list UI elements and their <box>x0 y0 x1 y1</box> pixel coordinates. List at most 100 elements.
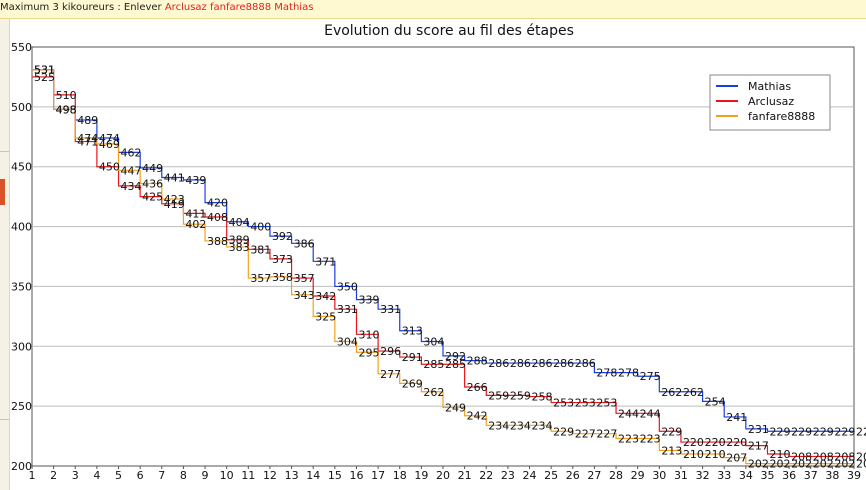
legend-label: Mathias <box>748 80 791 93</box>
data-label: 286 <box>575 357 596 370</box>
data-label: 285 <box>423 358 444 371</box>
data-label: 275 <box>640 370 661 383</box>
data-label: 234 <box>532 419 553 432</box>
y-tick-label: 300 <box>11 340 32 353</box>
x-tick-label: 20 <box>436 469 450 482</box>
data-label: 386 <box>294 237 315 250</box>
data-label: 474 <box>99 132 120 145</box>
y-axis-ticks: 200 250 300 350 400 450 500 550 <box>11 41 32 473</box>
data-label: 331 <box>337 303 358 316</box>
data-label: 220 <box>705 436 726 449</box>
data-label: 223 <box>640 432 661 445</box>
x-tick-label: 6 <box>137 469 144 482</box>
x-tick-label: 15 <box>328 469 342 482</box>
chart-title: Evolution du score au fil des étapes <box>324 23 574 39</box>
x-tick-label: 33 <box>717 469 731 482</box>
data-label: 223 <box>618 432 639 445</box>
data-label: 210 <box>683 448 704 461</box>
data-label: 278 <box>618 367 639 380</box>
data-label: 202 <box>856 458 866 471</box>
data-label: 450 <box>99 161 120 174</box>
data-label: 469 <box>99 138 120 151</box>
data-label: 419 <box>164 198 185 211</box>
data-label: 286 <box>488 357 509 370</box>
data-label: 208 <box>813 450 834 463</box>
data-label: 288 <box>467 355 488 368</box>
data-label: 434 <box>121 180 142 193</box>
data-label: 202 <box>791 458 812 471</box>
x-tick-label: 14 <box>306 469 320 482</box>
x-tick-label: 13 <box>285 469 299 482</box>
data-label: 285 <box>445 358 466 371</box>
data-label: 231 <box>748 423 769 436</box>
remove-mathias-link[interactable]: Mathias <box>274 2 314 13</box>
limit-notice: Maximum 3 kikoureurs : Enlever Arclusaz … <box>0 0 866 19</box>
data-label: 510 <box>56 89 77 102</box>
y-tick-label: 450 <box>11 161 32 174</box>
data-label: 531 <box>34 64 55 77</box>
data-label: 269 <box>402 377 423 390</box>
x-tick-label: 22 <box>479 469 493 482</box>
data-label: 381 <box>250 243 271 256</box>
x-tick-label: 21 <box>458 469 472 482</box>
data-label: 286 <box>510 357 531 370</box>
data-label: 207 <box>726 452 747 465</box>
x-tick-label: 39 <box>847 469 861 482</box>
data-label: 389 <box>229 234 250 247</box>
data-label: 202 <box>769 458 790 471</box>
y-tick-label: 250 <box>11 400 32 413</box>
data-label: 447 <box>121 164 142 177</box>
x-tick-label: 27 <box>587 469 601 482</box>
x-tick-label: 5 <box>115 469 122 482</box>
data-label: 358 <box>272 271 293 284</box>
data-label: 229 <box>553 425 574 438</box>
data-label: 266 <box>467 381 488 394</box>
data-label: 208 <box>791 450 812 463</box>
data-label: 313 <box>402 325 423 338</box>
x-tick-label: 32 <box>696 469 710 482</box>
data-label: 342 <box>315 290 336 303</box>
data-label: 286 <box>532 357 553 370</box>
data-label: 229 <box>791 425 812 438</box>
x-tick-label: 16 <box>349 469 363 482</box>
data-label: 392 <box>272 230 293 243</box>
remove-fanfare8888-link[interactable]: fanfare8888 <box>209 2 272 13</box>
x-tick-label: 24 <box>523 469 537 482</box>
data-label: 525 <box>34 71 55 84</box>
x-tick-label: 11 <box>241 469 255 482</box>
data-label: 402 <box>185 218 206 231</box>
y-tick-label: 400 <box>11 221 32 234</box>
data-label: 423 <box>164 193 185 206</box>
data-label: 253 <box>553 397 574 410</box>
data-label: 449 <box>142 162 163 175</box>
data-label: 471 <box>77 136 98 149</box>
data-label: 234 <box>488 419 509 432</box>
x-tick-label: 12 <box>263 469 277 482</box>
data-label: 400 <box>250 221 271 234</box>
x-tick-label: 37 <box>804 469 818 482</box>
data-label: 339 <box>358 294 379 307</box>
data-label: 229 <box>769 425 790 438</box>
data-label: 357 <box>250 272 271 285</box>
data-label: 383 <box>229 241 250 254</box>
x-tick-label: 10 <box>220 469 234 482</box>
data-label: 373 <box>272 253 293 266</box>
sidebar-strip <box>0 19 10 490</box>
data-label: 254 <box>705 395 726 408</box>
x-axis-ticks: 1 2 3 4 5 6 7 8 9 10 11 12 13 14 15 16 17 18 19 20 21 22 23 24 2… <box>29 466 861 482</box>
remove-arclusaz-link[interactable]: Arclusaz <box>164 2 207 13</box>
data-label: 331 <box>380 303 401 316</box>
x-tick-label: 25 <box>544 469 558 482</box>
data-label: 357 <box>294 272 315 285</box>
data-label: 388 <box>207 235 228 248</box>
y-tick-label: 550 <box>11 41 32 54</box>
data-label: 277 <box>380 368 401 381</box>
data-label: 241 <box>726 411 747 424</box>
notice-text: Maximum 3 kikoureurs : Enlever <box>0 2 162 13</box>
legend-box <box>709 74 831 131</box>
data-label: 474 <box>77 132 98 145</box>
data-label: 244 <box>618 407 639 420</box>
data-label: 498 <box>56 103 77 116</box>
